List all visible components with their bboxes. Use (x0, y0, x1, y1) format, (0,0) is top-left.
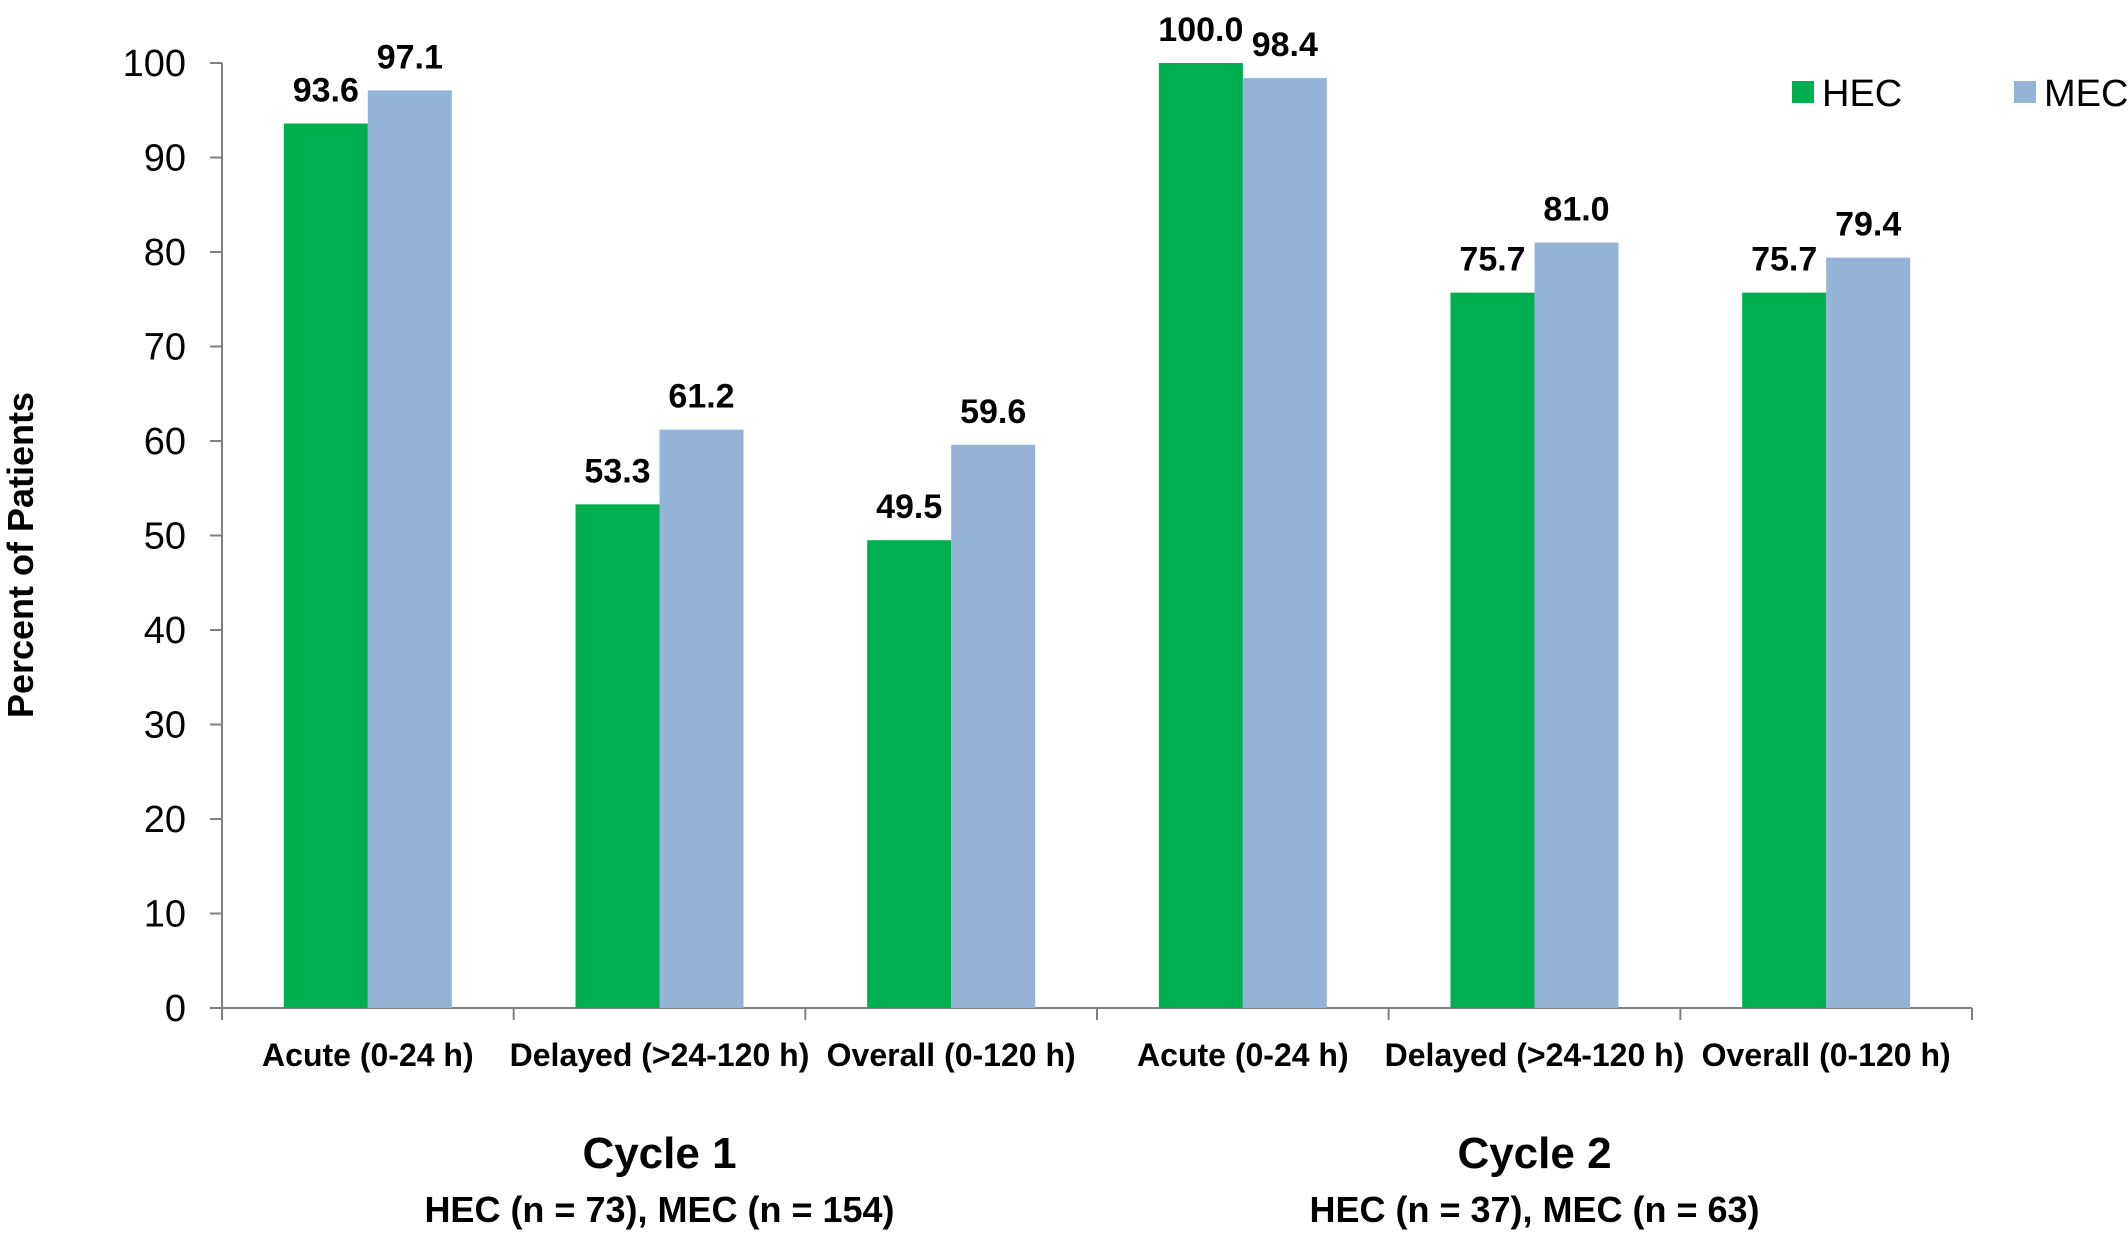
y-tick-label: 80 (144, 232, 186, 274)
y-tick-label: 10 (144, 894, 186, 936)
legend-swatch-hec (1792, 81, 1814, 103)
y-axis: 0 10 20 30 40 50 60 70 80 90 100 (123, 43, 223, 1030)
y-tick-label: 100 (123, 43, 186, 85)
group-subtitle: HEC (n = 37), MEC (n = 63) (1309, 1189, 1759, 1230)
category-label: Delayed (>24-120 h) (510, 1037, 810, 1073)
data-label: 93.6 (293, 71, 359, 109)
bar-mec (659, 429, 744, 1008)
bar-hec (1742, 292, 1827, 1008)
category-label: Acute (0-24 h) (1137, 1037, 1349, 1073)
group-title: Cycle 2 (1457, 1129, 1611, 1178)
y-axis-title: Percent of Patients (0, 392, 41, 718)
y-tick-label: 70 (144, 327, 186, 369)
bar-mec (367, 90, 452, 1008)
bar-hec (575, 504, 660, 1008)
legend-label-hec: HEC (1822, 73, 1902, 115)
y-tick-label: 40 (144, 610, 186, 652)
data-label: 53.3 (584, 452, 650, 490)
category-label: Acute (0-24 h) (262, 1037, 474, 1073)
data-label: 81.0 (1543, 191, 1609, 229)
data-label: 59.6 (960, 393, 1026, 431)
value-labels: 93.6 97.1 53.3 61.2 49.5 59.6 100.0 98.4 75.7 81.… (293, 11, 1902, 526)
data-label: 97.1 (377, 38, 443, 76)
bar-hec (283, 123, 368, 1009)
category-label: Overall (0-120 h) (1702, 1037, 1951, 1073)
legend-swatch-mec (2014, 81, 2036, 103)
data-label: 61.2 (668, 378, 734, 416)
bar-hec (867, 540, 952, 1008)
data-label: 75.7 (1751, 241, 1817, 279)
legend: HEC MEC (1792, 73, 2128, 115)
y-tick-label: 20 (144, 799, 186, 841)
bar-mec (951, 444, 1036, 1008)
group-labels: Cycle 1 HEC (n = 73), MEC (n = 154) Cycle … (424, 1129, 1759, 1230)
data-label: 75.7 (1459, 241, 1525, 279)
legend-label-mec: MEC (2044, 73, 2128, 115)
bars (283, 63, 1911, 1009)
y-tick-label: 0 (165, 988, 186, 1030)
y-tick-label: 90 (144, 138, 186, 180)
group-subtitle: HEC (n = 73), MEC (n = 154) (424, 1189, 894, 1230)
group-title: Cycle 1 (582, 1129, 736, 1178)
data-label: 100.0 (1158, 11, 1243, 49)
y-tick-label: 60 (144, 421, 186, 463)
bar-hec (1450, 292, 1535, 1008)
y-tick-label: 30 (144, 705, 186, 747)
x-axis (221, 1007, 1973, 1020)
bar-hec (1158, 63, 1243, 1008)
category-labels: Acute (0-24 h) Delayed (>24-120 h) Overall… (262, 1037, 1951, 1073)
category-label: Delayed (>24-120 h) (1385, 1037, 1685, 1073)
data-label: 49.5 (876, 488, 942, 526)
bar-mec (1534, 242, 1619, 1009)
bar-mec (1826, 257, 1911, 1008)
data-label: 98.4 (1252, 26, 1318, 64)
y-tick-label: 50 (144, 516, 186, 558)
category-label: Overall (0-120 h) (827, 1037, 1076, 1073)
data-label: 79.4 (1835, 206, 1901, 244)
bar-mec (1242, 78, 1327, 1009)
